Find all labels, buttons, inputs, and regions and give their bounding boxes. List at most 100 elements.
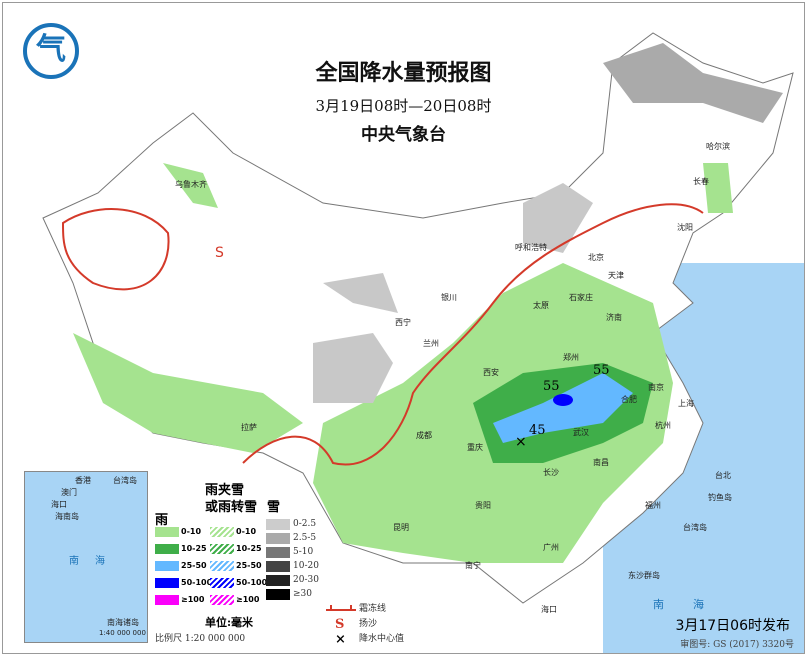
city-label: 济南 [606,313,622,322]
mix-level: 50-100 [236,578,268,587]
city-label: 合肥 [621,395,637,404]
inset-label: 海 [95,556,105,567]
frost-line-west [61,208,170,291]
city-label: 南宁 [465,561,481,570]
rain-swatch [155,595,179,605]
snow-swatch [266,519,290,530]
value-label: 55 [593,363,610,378]
city-label: 海口 [541,605,557,614]
inset-label: 海南岛 [55,512,79,521]
precip-center-marker: × [515,434,527,450]
rain-area-xinjiang [163,163,218,208]
inset-label: 台湾岛 [113,476,137,485]
city-label: 钓鱼岛 [708,493,732,502]
city-label: 东沙群岛 [628,571,660,580]
snow-swatch [266,575,290,586]
rain-area-heavy [493,373,633,443]
city-label: 银川 [441,293,457,302]
snow-swatch [266,533,290,544]
city-label: 西安 [483,368,499,377]
legend: 雨 雨夹雪 或雨转雪 雪 0-10 0-10 10-25 10-25 25-50… [153,483,433,649]
legend-mix-header: 或雨转雪 [205,500,258,515]
city-label: 西宁 [395,318,411,327]
inset-scale: 1:40 000 000 [99,629,146,637]
inset-name: 南海诸岛 [107,618,139,627]
city-label: 哈尔滨 [706,142,730,151]
city-label: 天津 [608,271,624,280]
city-label: 福州 [645,501,661,510]
precip-center-icon: × [335,632,346,647]
rain-level: 10-25 [181,544,207,553]
legend-mix-header: 雨夹雪 [205,483,245,498]
city-label: 兰州 [423,339,439,348]
agency-name: 中央气象台 [361,125,446,145]
mix-swatch [210,527,234,537]
legend-frost-line: 霜冻线 [359,604,387,614]
rain-area-rainstorm [553,394,573,406]
rain-swatch [155,527,179,537]
city-label: 南昌 [593,458,609,467]
mix-level: 25-50 [236,561,262,570]
city-label: 拉萨 [241,423,257,432]
snow-level: 2.5-5 [293,533,317,543]
legend-center: 降水中心值 [359,634,405,644]
city-label: 杭州 [655,421,671,430]
snow-area-4 [313,333,393,403]
city-label: 北京 [588,253,604,262]
city-label: 长春 [693,177,709,186]
rain-level: 50-100 [181,578,213,587]
legend-sand: 扬沙 [359,619,378,629]
snow-level: 10-20 [293,561,319,571]
legend-unit: 单位:毫米 [205,616,254,629]
city-label: 广州 [543,543,559,552]
sand-icon: S [335,617,345,632]
sea-label: 南 [653,598,664,611]
value-label: 55 [543,379,560,394]
inset-label: 南 [69,556,79,567]
city-label: 郑州 [563,353,579,362]
legend-rain-header: 雨 [155,513,169,528]
city-label: 昆明 [393,523,409,532]
legend-snow-header: 雪 [267,500,281,515]
rain-level: 0-10 [181,527,202,536]
mix-level: 0-10 [236,527,257,536]
frost-line-main [242,203,704,466]
city-label: 沈阳 [677,223,693,232]
mix-swatch [210,578,234,588]
rain-swatch [155,544,179,554]
mix-swatch [210,595,234,605]
inset-label: 海口 [51,500,67,509]
south-china-sea-inset: 香港 台湾岛 澳门 海口 海南岛 南 海 南海诸岛 1:40 000 000 [24,471,148,643]
snow-swatch [266,547,290,558]
mix-swatch [210,561,234,571]
rain-swatch [155,561,179,571]
snow-swatch [266,561,290,572]
rain-swatch [155,578,179,588]
frost-line-icon [326,605,356,611]
cma-logo: 气 [23,23,79,79]
city-label: 重庆 [467,443,483,452]
value-label: 45 [529,423,546,438]
city-label: 武汉 [573,428,589,437]
sand-symbol: S [215,245,224,261]
map-canvas: S × [42,32,804,653]
legend-scale: 比例尺 1:20 000 000 [155,634,246,644]
snow-level: 20-30 [293,575,319,585]
rain-level: 25-50 [181,561,207,570]
mix-level: ≥100 [236,595,260,604]
map-title: 全国降水量预报图 [315,60,492,86]
snow-level: 0-2.5 [293,519,317,529]
city-label: 呼和浩特 [515,243,547,252]
mix-swatch [210,544,234,554]
city-label: 石家庄 [569,293,593,302]
snow-area-3 [323,273,398,313]
city-label: 乌鲁木齐 [175,180,207,189]
rain-level: ≥100 [181,595,205,604]
city-label: 台湾岛 [683,523,707,532]
city-label: 南京 [648,383,664,392]
rain-area-northeast [703,163,733,213]
snow-level: 5-10 [293,547,314,557]
snow-level: ≥30 [293,589,312,599]
city-label: 成都 [416,431,432,440]
